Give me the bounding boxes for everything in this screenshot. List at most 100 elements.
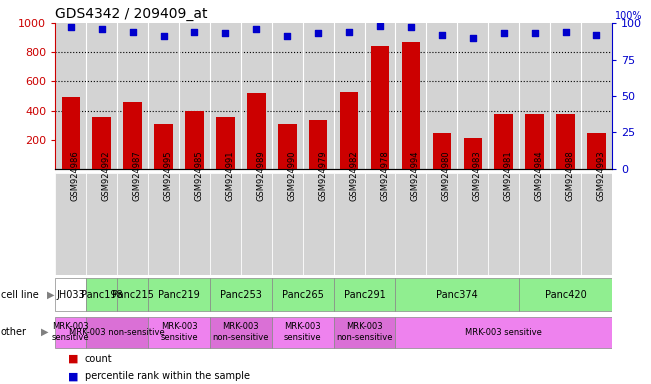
Text: GSM924992: GSM924992 [102, 151, 111, 201]
Point [529, 30, 540, 36]
Text: GSM924981: GSM924981 [504, 151, 513, 201]
Bar [519, 278, 612, 311]
Bar [86, 278, 117, 311]
Text: Panc374: Panc374 [436, 290, 478, 300]
Bar [216, 117, 234, 169]
Point [437, 31, 447, 38]
Bar [395, 316, 612, 348]
Text: GSM924993: GSM924993 [596, 151, 605, 201]
Bar [55, 278, 86, 311]
Bar [154, 124, 173, 169]
Point [344, 29, 354, 35]
Text: GSM924984: GSM924984 [534, 151, 544, 201]
Text: GSM924991: GSM924991 [225, 151, 234, 201]
Point [406, 24, 416, 30]
Bar [333, 278, 395, 311]
Text: MRK-003 sensitive: MRK-003 sensitive [465, 328, 542, 337]
Bar [432, 133, 451, 169]
Point [561, 29, 571, 35]
Bar [519, 173, 550, 275]
Bar [61, 98, 80, 169]
Text: Panc291: Panc291 [344, 290, 385, 300]
Point [467, 35, 478, 41]
Text: GSM924994: GSM924994 [411, 151, 420, 201]
Text: ■: ■ [68, 371, 79, 381]
Bar [556, 114, 575, 169]
Point [220, 30, 230, 36]
Bar [148, 173, 179, 275]
Text: GSM924987: GSM924987 [133, 151, 142, 201]
Point [128, 29, 138, 35]
Text: GSM924986: GSM924986 [71, 151, 80, 201]
Text: MRK-003
sensitive: MRK-003 sensitive [284, 323, 322, 342]
Point [282, 33, 292, 39]
Bar [117, 278, 148, 311]
Bar [464, 138, 482, 169]
Text: Panc215: Panc215 [112, 290, 154, 300]
Text: GSM924979: GSM924979 [318, 151, 327, 201]
Bar [395, 278, 519, 311]
Text: Panc219: Panc219 [158, 290, 200, 300]
Text: percentile rank within the sample: percentile rank within the sample [85, 371, 249, 381]
Bar [587, 133, 605, 169]
Bar [395, 173, 426, 275]
Bar [210, 278, 271, 311]
Point [313, 30, 324, 36]
Bar [426, 173, 457, 275]
Bar [488, 173, 519, 275]
Bar [117, 173, 148, 275]
Point [189, 29, 200, 35]
Bar [457, 173, 488, 275]
Bar [402, 42, 420, 169]
Text: MRK-003 non-sensitive: MRK-003 non-sensitive [69, 328, 165, 337]
Text: GSM924995: GSM924995 [163, 151, 173, 201]
Text: MRK-003
non-sensitive: MRK-003 non-sensitive [337, 323, 393, 342]
Text: JH033: JH033 [57, 290, 85, 300]
Text: GSM924990: GSM924990 [287, 151, 296, 201]
Text: cell line: cell line [1, 290, 38, 300]
Bar [179, 173, 210, 275]
Text: GSM924983: GSM924983 [473, 151, 482, 201]
Bar [92, 117, 111, 169]
Text: GSM924978: GSM924978 [380, 151, 389, 201]
Text: Panc198: Panc198 [81, 290, 122, 300]
Text: 100%: 100% [615, 11, 643, 21]
Bar [148, 278, 210, 311]
Bar [333, 173, 365, 275]
Bar [185, 111, 204, 169]
Text: Panc265: Panc265 [282, 290, 324, 300]
Bar [550, 173, 581, 275]
Bar [303, 173, 333, 275]
Text: other: other [1, 327, 27, 337]
Text: ▶: ▶ [47, 290, 55, 300]
Text: GSM924980: GSM924980 [442, 151, 451, 201]
Bar [340, 92, 358, 169]
Bar [278, 124, 296, 169]
Text: ▶: ▶ [41, 327, 49, 337]
Bar [271, 173, 303, 275]
Text: ■: ■ [68, 354, 79, 364]
Bar [271, 278, 333, 311]
Text: MRK-003
sensitive: MRK-003 sensitive [52, 323, 90, 342]
Text: GSM924989: GSM924989 [256, 151, 266, 201]
Point [158, 33, 169, 39]
Bar [581, 173, 612, 275]
Point [66, 24, 76, 30]
Point [96, 26, 107, 32]
Bar [370, 46, 389, 169]
Bar [333, 316, 395, 348]
Text: Panc420: Panc420 [545, 290, 587, 300]
Bar [55, 316, 86, 348]
Bar [86, 173, 117, 275]
Bar [365, 173, 395, 275]
Bar [124, 102, 142, 169]
Bar [86, 316, 148, 348]
Bar [148, 316, 210, 348]
Bar [210, 173, 241, 275]
Bar [210, 316, 271, 348]
Text: MRK-003
non-sensitive: MRK-003 non-sensitive [213, 323, 269, 342]
Point [251, 26, 262, 32]
Bar [271, 316, 333, 348]
Point [499, 30, 509, 36]
Point [375, 23, 385, 29]
